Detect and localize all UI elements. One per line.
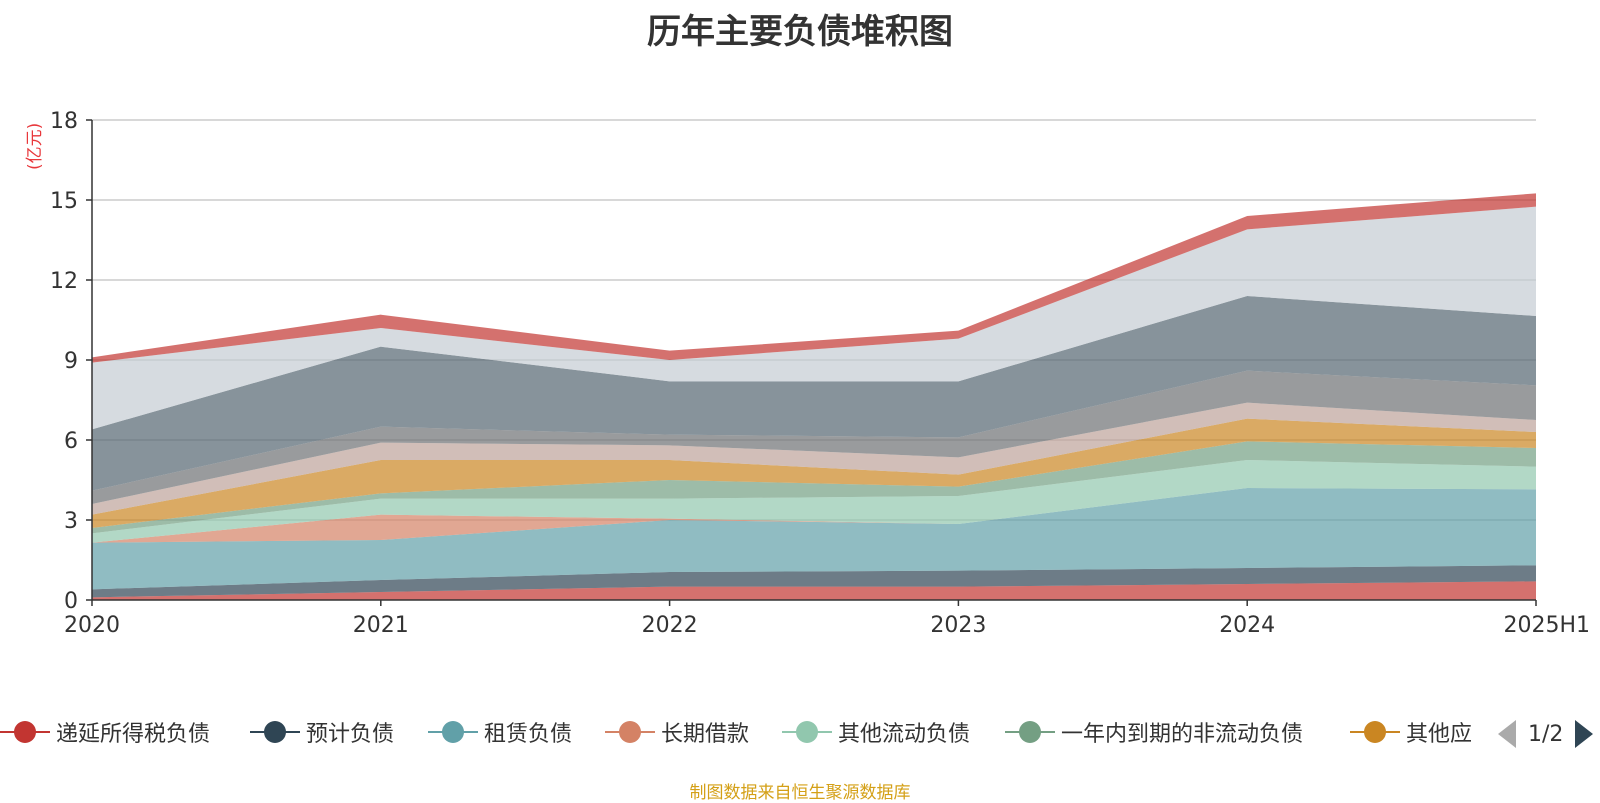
legend-page-indicator: 1/2	[1528, 721, 1564, 747]
legend-marker-icon	[782, 720, 832, 744]
legend-label: 递延所得税负债	[56, 722, 211, 747]
y-tick-label: 0	[64, 589, 78, 614]
legend-item[interactable]: 递延所得税负债	[0, 712, 210, 752]
legend-marker-icon	[250, 720, 300, 744]
area-series-4[interactable]	[92, 460, 1536, 543]
area-series-6[interactable]	[92, 418, 1536, 528]
y-tick-label: 12	[50, 269, 78, 294]
y-tick-label: 18	[50, 109, 78, 134]
legend-marker-icon	[0, 720, 50, 744]
legend-item[interactable]: 预计负债	[250, 712, 394, 752]
legend-item[interactable]: 其他流动负债	[782, 712, 970, 752]
area-series-8[interactable]	[92, 370, 1536, 504]
area-series-7[interactable]	[92, 402, 1536, 515]
legend-label: 其他应	[1406, 722, 1473, 747]
legend-label: 一年内到期的非流动负债	[1061, 722, 1304, 747]
x-tick-label: 2021	[353, 613, 409, 638]
legend: 递延所得税负债 预计负债 租赁负债 长期借款 其他流动负债 一年内到期的非流动负债 其他应	[0, 712, 1600, 752]
legend-item[interactable]: 其他应	[1350, 712, 1472, 752]
x-tick-label: 2022	[642, 613, 698, 638]
y-tick-label: 3	[64, 509, 78, 534]
area-series-0[interactable]	[92, 581, 1536, 600]
legend-marker-icon	[1350, 720, 1400, 744]
x-tick-label: 2023	[930, 613, 986, 638]
x-tick-label: 2025H1	[1503, 613, 1590, 638]
x-tick-label: 2024	[1219, 613, 1275, 638]
legend-pager: 1/2	[1498, 716, 1594, 752]
legend-marker-icon	[428, 720, 478, 744]
legend-next-icon[interactable]	[1575, 720, 1594, 748]
legend-label: 长期借款	[661, 722, 750, 747]
chart-title: 历年主要负债堆积图	[647, 12, 953, 52]
y-tick-label: 9	[64, 349, 78, 374]
data-source-note: 制图数据来自恒生聚源数据库	[689, 783, 911, 803]
y-tick-label: 15	[50, 189, 78, 214]
legend-label: 租赁负债	[484, 722, 573, 747]
area-series-10[interactable]	[92, 206, 1536, 430]
legend-prev-icon[interactable]	[1498, 720, 1516, 748]
legend-marker-icon	[1005, 720, 1055, 744]
area-series-9[interactable]	[92, 296, 1536, 491]
legend-item[interactable]: 长期借款	[605, 712, 749, 752]
legend-item[interactable]: 租赁负债	[428, 712, 572, 752]
area-series-11[interactable]	[92, 193, 1536, 363]
area-series-2[interactable]	[92, 488, 1536, 590]
legend-item[interactable]: 一年内到期的非流动负债	[1005, 712, 1303, 752]
legend-label: 预计负债	[306, 722, 395, 747]
area-series-1[interactable]	[92, 565, 1536, 598]
area-series-5[interactable]	[92, 441, 1536, 534]
y-tick-label: 6	[64, 429, 78, 454]
stacked-area-chart: 0 3 6 9 12 15 18 2020 2021 2022 2023 2024 2025H1	[50, 109, 1590, 638]
x-tick-label: 2020	[64, 613, 120, 638]
legend-label: 其他流动负债	[838, 722, 971, 747]
area-series-3[interactable]	[92, 488, 1536, 543]
legend-marker-icon	[605, 720, 655, 744]
